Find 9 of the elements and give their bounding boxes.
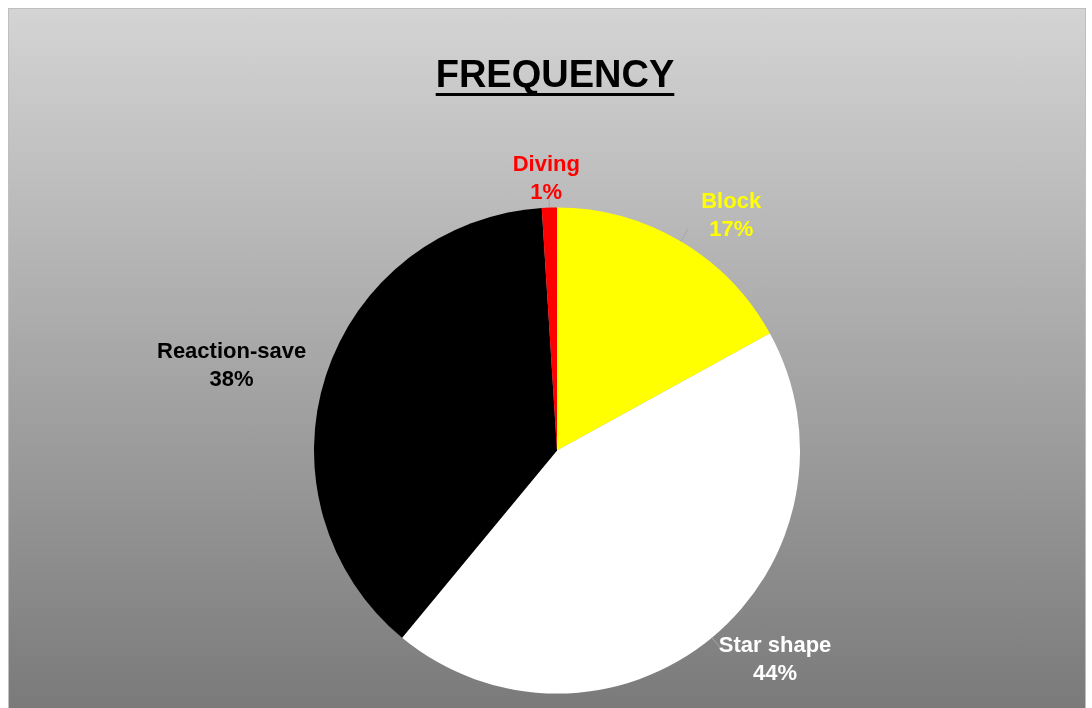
data-label: 17% — [709, 216, 754, 242]
chart-title: FREQUENCY — [435, 53, 675, 95]
slice-label: Diving — [512, 150, 580, 176]
slice-label: Star shape — [718, 632, 832, 658]
data-label: 44% — [753, 660, 798, 686]
slice-label: Reaction-save — [156, 338, 307, 364]
data-label: 38% — [209, 366, 254, 392]
data-label: 1% — [530, 178, 563, 204]
slice-label: Block — [701, 188, 762, 214]
